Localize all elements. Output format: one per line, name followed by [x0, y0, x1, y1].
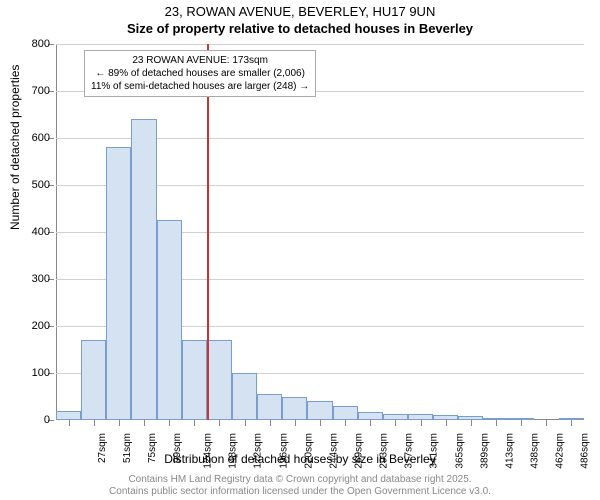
x-axis-title: Distribution of detached houses by size …	[0, 452, 600, 466]
y-tick-label: 600	[20, 132, 50, 144]
title-sub: Size of property relative to detached ho…	[0, 19, 600, 36]
x-tick	[144, 420, 145, 426]
footer-line1: Contains HM Land Registry data © Crown c…	[0, 474, 600, 486]
title-main: 23, ROWAN AVENUE, BEVERLEY, HU17 9UN	[0, 0, 600, 19]
histogram-bar	[232, 373, 257, 420]
y-tick-label: 700	[20, 85, 50, 97]
x-tick	[571, 420, 572, 426]
y-tick-label: 100	[20, 367, 50, 379]
marker-annotation: 23 ROWAN AVENUE: 173sqm← 89% of detached…	[84, 50, 316, 97]
histogram-bar	[56, 411, 81, 420]
x-tick	[69, 420, 70, 426]
x-tick	[395, 420, 396, 426]
x-tick	[245, 420, 246, 426]
y-tick-label: 400	[20, 226, 50, 238]
histogram-bar	[257, 394, 282, 420]
annotation-line: 11% of semi-detached houses are larger (…	[91, 80, 309, 93]
x-tick	[270, 420, 271, 426]
x-tick	[446, 420, 447, 426]
x-tick	[194, 420, 195, 426]
histogram-bar	[358, 412, 383, 420]
histogram-bar	[333, 406, 358, 420]
y-tick-label: 0	[20, 414, 50, 426]
x-tick	[546, 420, 547, 426]
x-tick	[295, 420, 296, 426]
plot-area: 010020030040050060070080027sqm51sqm75sqm…	[56, 44, 584, 420]
y-tick-label: 800	[20, 38, 50, 50]
x-tick	[119, 420, 120, 426]
y-tick-label: 300	[20, 273, 50, 285]
footer-attribution: Contains HM Land Registry data © Crown c…	[0, 474, 600, 498]
histogram-bar	[81, 340, 106, 420]
histogram-bar	[131, 119, 156, 420]
y-tick-label: 500	[20, 179, 50, 191]
histogram-bar	[282, 397, 307, 421]
x-tick	[471, 420, 472, 426]
histogram-bar	[182, 340, 207, 420]
y-tick-label: 200	[20, 320, 50, 332]
marker-line	[207, 44, 209, 420]
x-tick	[521, 420, 522, 426]
x-tick	[496, 420, 497, 426]
x-tick	[345, 420, 346, 426]
footer-line2: Contains public sector information licen…	[0, 486, 600, 498]
x-tick	[370, 420, 371, 426]
x-tick	[421, 420, 422, 426]
chart-container: 23, ROWAN AVENUE, BEVERLEY, HU17 9UN Siz…	[0, 0, 600, 500]
x-tick	[94, 420, 95, 426]
histogram-bar	[157, 220, 182, 420]
x-tick	[219, 420, 220, 426]
grid-line	[56, 44, 584, 45]
histogram-bar	[207, 340, 232, 420]
x-tick	[169, 420, 170, 426]
histogram-bar	[106, 147, 131, 420]
histogram-bar	[307, 401, 332, 420]
annotation-line: 23 ROWAN AVENUE: 173sqm	[91, 54, 309, 67]
x-tick	[320, 420, 321, 426]
annotation-line: ← 89% of detached houses are smaller (2,…	[91, 67, 309, 80]
